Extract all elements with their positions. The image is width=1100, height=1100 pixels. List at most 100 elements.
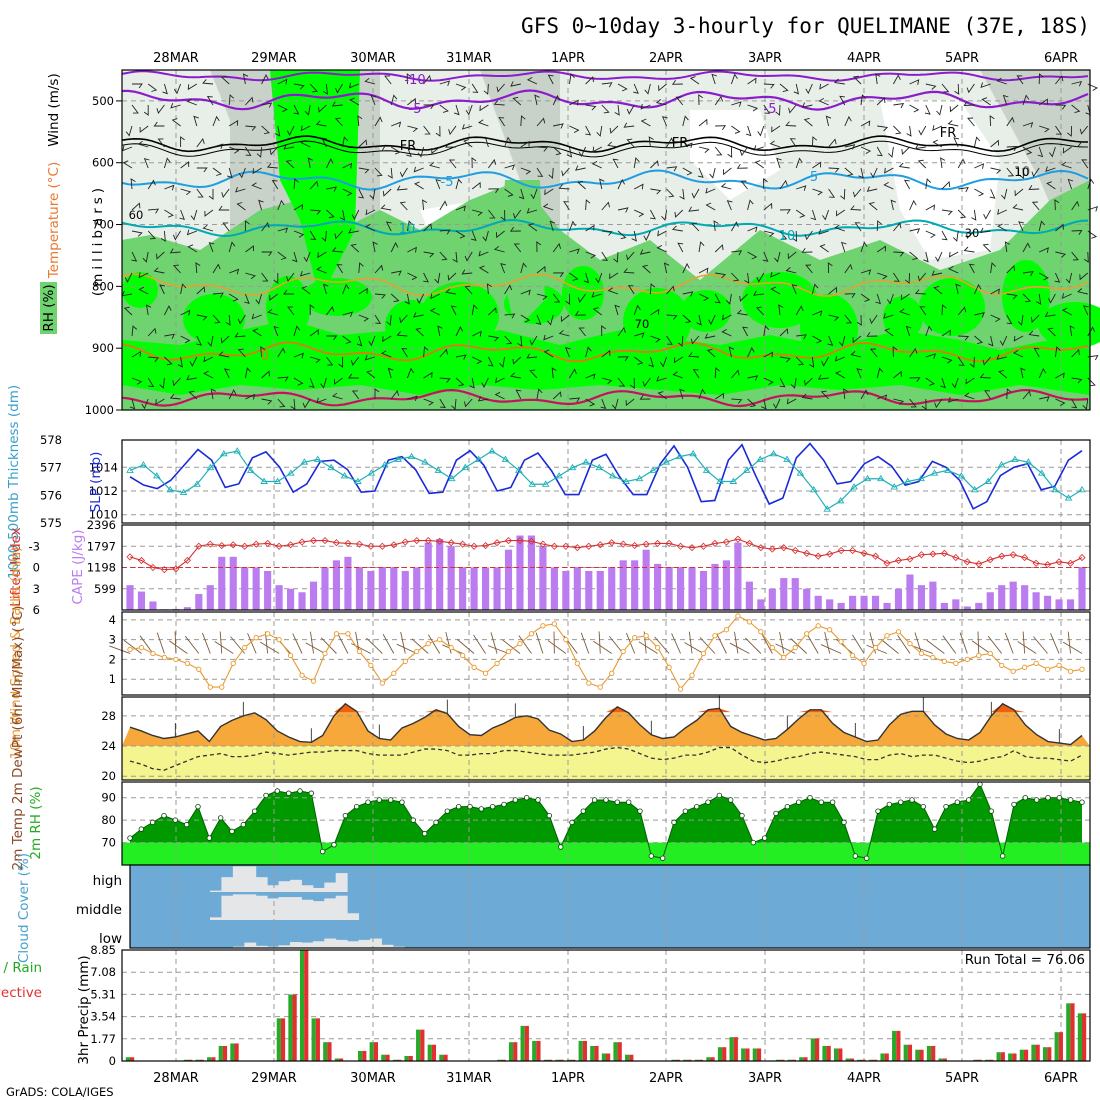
wind-barb (714, 146, 723, 156)
precip-total-bar (334, 1058, 339, 1061)
wind-barb (852, 634, 865, 654)
wind-barb (623, 122, 635, 128)
wind-barb (261, 398, 273, 405)
wind-barb (486, 283, 492, 295)
precip-total-bar (833, 1048, 839, 1061)
wind-barb (682, 314, 692, 324)
wind-barb (1022, 293, 1032, 303)
cloud-bar-high (324, 882, 337, 892)
wind-barb (844, 167, 854, 177)
wind-barb (471, 304, 478, 316)
wind-barb (715, 125, 727, 131)
wind-barb (448, 159, 457, 169)
precip-convective-bar (1023, 1049, 1029, 1061)
precip-total-bar (683, 1059, 688, 1061)
wind-barb (763, 230, 775, 237)
wind-barb (996, 77, 1007, 85)
wind-barb (673, 356, 684, 364)
wind-barb (335, 83, 343, 94)
lifted-index-marker (734, 535, 742, 543)
wind-barb (714, 367, 720, 379)
wind-barb (1006, 314, 1013, 325)
lifted-index-marker (1009, 551, 1017, 559)
wind-barb (990, 288, 1000, 295)
wind-barb (649, 283, 656, 295)
thickness-marker (622, 477, 630, 484)
temperature-contour-label: -10 (404, 73, 425, 88)
wind-barb (156, 251, 165, 260)
wind-barb (630, 377, 635, 389)
cape-bar (975, 602, 983, 610)
wind-barb (698, 267, 709, 274)
precip-total-bar (125, 1057, 130, 1061)
wind-barb (430, 293, 441, 300)
wind-barb (1016, 75, 1024, 85)
wind-barb (921, 398, 927, 410)
wind-barb (526, 208, 538, 214)
cape-bar (298, 592, 306, 610)
lifted-index-line (129, 538, 1083, 571)
wind-barb (963, 101, 975, 106)
lifted-index-marker (390, 541, 398, 549)
wind-barb (869, 314, 878, 325)
wind-barb (374, 314, 382, 325)
wind-barb (714, 392, 725, 400)
wind-speed-marker (827, 627, 833, 633)
wind-barb (552, 293, 561, 303)
precip-total-bar (729, 1037, 734, 1061)
wind-barb (499, 356, 506, 368)
wind-barb (365, 223, 376, 232)
cape-bar (481, 567, 490, 610)
wind-barb (147, 377, 155, 388)
wind-barb (592, 307, 603, 316)
wind-barb (390, 94, 398, 106)
cape-bar (917, 585, 925, 610)
wind-barb (812, 310, 823, 317)
cape-bar (585, 570, 593, 610)
precip-total-bar (892, 1030, 897, 1061)
wind-barb (1031, 167, 1040, 178)
wind-barb (498, 117, 505, 127)
wind-barb (912, 645, 934, 654)
thickness-marker (608, 472, 617, 479)
wind-barb (547, 314, 554, 326)
wind-barb (1033, 636, 1048, 654)
cape-bar (527, 535, 536, 610)
wind-barb (1076, 142, 1088, 148)
wind-barb (963, 246, 975, 253)
precip-total-bar (1066, 1003, 1071, 1061)
wind-barb (698, 118, 708, 127)
wind-barb (917, 272, 927, 282)
wind-speed-marker (632, 635, 638, 641)
wind-barb (169, 640, 188, 654)
wind-barb (971, 209, 977, 221)
wind-barb (350, 356, 360, 366)
wind-barb (156, 632, 165, 654)
rh-marker (897, 799, 904, 805)
wind-barb (548, 167, 554, 179)
y-tick-label-right: 1012 (89, 484, 118, 498)
cape-bar (264, 570, 272, 610)
cape-bar (436, 539, 444, 610)
wind-barb (682, 142, 693, 149)
wind-barb (520, 167, 532, 175)
cape-bar (654, 563, 662, 610)
wind-barb (966, 83, 975, 94)
lifted-index-marker (952, 554, 960, 562)
wind-barb (607, 287, 619, 295)
wind-barb (900, 293, 910, 301)
wind-barb (633, 183, 644, 190)
precip-convective-bar (791, 1059, 796, 1061)
wind-speed-marker (1033, 660, 1039, 667)
wind-barb (160, 230, 166, 242)
rh-marker (999, 853, 1006, 859)
wind-barb (235, 186, 246, 193)
wind-barb (893, 222, 902, 232)
precip-convective-bar (443, 1054, 448, 1061)
dewpoint-line (129, 746, 1083, 771)
thickness-marker (166, 485, 175, 493)
precip-convective-bar (907, 1044, 913, 1061)
wind-barb (132, 83, 143, 89)
cape-bar (206, 585, 214, 610)
